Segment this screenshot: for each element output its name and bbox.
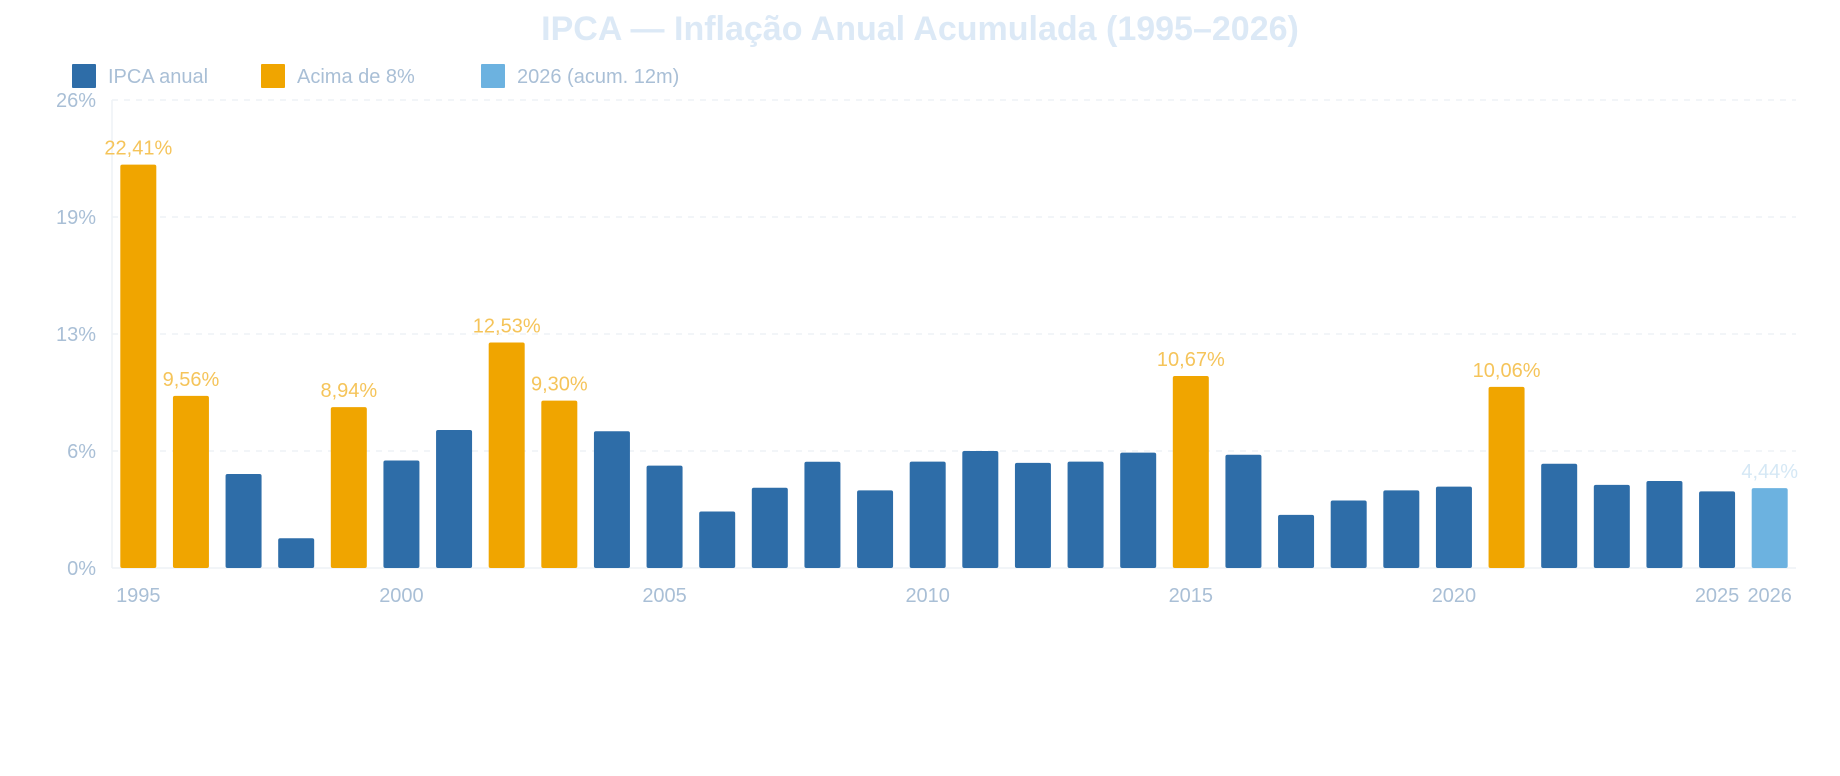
x-tick-label: 2025 bbox=[1695, 585, 1740, 607]
bar-2010 bbox=[909, 461, 946, 568]
bar-2026 bbox=[1751, 488, 1788, 568]
x-tick-label: 2000 bbox=[379, 585, 424, 607]
x-tick-label: 2026 bbox=[1747, 585, 1792, 607]
data-label: 10,67% bbox=[1157, 349, 1225, 371]
bar-2004 bbox=[593, 431, 630, 568]
y-tick-label: 26% bbox=[56, 90, 96, 112]
bar-2008 bbox=[804, 461, 841, 568]
x-tick-label: 2010 bbox=[905, 585, 950, 607]
bar-2001 bbox=[436, 429, 473, 568]
data-label: 12,53% bbox=[473, 315, 541, 337]
bar-2022 bbox=[1541, 463, 1578, 568]
legend-swatch-acima-de-8 bbox=[261, 64, 285, 88]
bar-2009 bbox=[857, 490, 894, 568]
chart-title: IPCA — Inflação Anual Acumulada (1995–20… bbox=[541, 10, 1299, 48]
data-label: 9,56% bbox=[163, 369, 220, 391]
bar-2007 bbox=[751, 487, 788, 568]
x-tick-label: 2005 bbox=[642, 585, 687, 607]
bar-2019 bbox=[1383, 490, 1420, 568]
bar-2013 bbox=[1067, 461, 1104, 568]
bar-2006 bbox=[699, 511, 736, 568]
y-tick-label: 0% bbox=[67, 558, 96, 580]
y-tick-label: 13% bbox=[56, 324, 96, 346]
bar-2012 bbox=[1014, 462, 1051, 568]
bar-2024 bbox=[1646, 481, 1683, 568]
y-tick-label: 6% bbox=[67, 441, 96, 463]
legend-swatch-2026-acum bbox=[481, 64, 505, 88]
bar-2015 bbox=[1172, 375, 1209, 568]
bar-2018 bbox=[1330, 500, 1367, 568]
bar-2000 bbox=[383, 460, 420, 568]
bar-2021 bbox=[1488, 386, 1525, 568]
bar-2017 bbox=[1278, 514, 1315, 568]
x-tick-label: 1995 bbox=[116, 585, 161, 607]
bar-2020 bbox=[1435, 486, 1472, 568]
bar-1996 bbox=[172, 395, 209, 568]
bar-2003 bbox=[541, 400, 578, 568]
data-label: 8,94% bbox=[320, 380, 377, 402]
data-label: 4,44% bbox=[1741, 461, 1798, 483]
x-tick-label: 2015 bbox=[1169, 585, 1214, 607]
legend-swatch-ipca-anual bbox=[72, 64, 96, 88]
bar-2014 bbox=[1120, 452, 1157, 568]
bar-2002 bbox=[488, 342, 525, 568]
bar-2025 bbox=[1699, 491, 1736, 568]
x-tick-label: 2020 bbox=[1432, 585, 1477, 607]
bar-2011 bbox=[962, 451, 999, 568]
bar-2005 bbox=[646, 465, 683, 568]
y-tick-label: 19% bbox=[56, 207, 96, 229]
bar-2016 bbox=[1225, 454, 1262, 568]
data-label: 10,06% bbox=[1473, 360, 1541, 382]
bar-1995 bbox=[120, 164, 157, 568]
bar-2023 bbox=[1593, 484, 1630, 568]
legend-label-2026-acum: 2026 (acum. 12m) bbox=[517, 66, 680, 88]
data-label: 9,30% bbox=[531, 374, 588, 396]
data-label: 22,41% bbox=[104, 138, 172, 160]
legend-label-acima-de-8: Acima de 8% bbox=[297, 66, 415, 88]
bar-1999 bbox=[330, 407, 367, 568]
legend-label-ipca-anual: IPCA anual bbox=[108, 66, 209, 88]
bar-1998 bbox=[278, 538, 315, 568]
bar-1997 bbox=[225, 474, 262, 568]
